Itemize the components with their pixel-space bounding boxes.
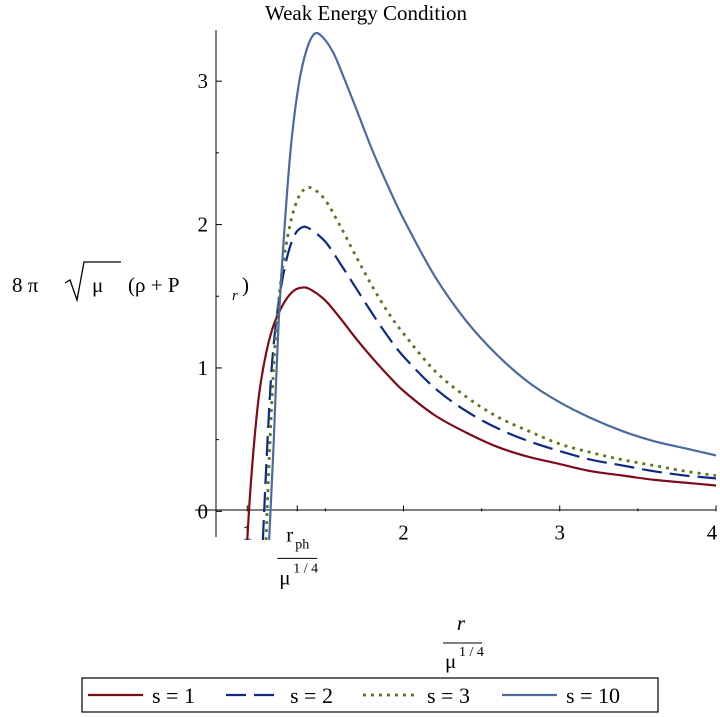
series-line-1 <box>246 286 716 540</box>
series-line-4 <box>268 31 716 540</box>
legend: s = 1 s = 2 s = 3 s = 10 <box>81 677 659 713</box>
y-tick-label: 2 <box>198 213 209 237</box>
special-tick-numerator-sub: ph <box>295 537 309 552</box>
xlabel-denominator-exp: 1 / 4 <box>459 645 484 660</box>
y-tick-label: 0 <box>198 499 209 523</box>
ylabel-radicand: μ <box>92 273 103 297</box>
ylabel-body: (ρ + P <box>128 273 180 297</box>
special-tick-denominator-exp: 1 / 4 <box>293 561 318 576</box>
series-line-2 <box>261 225 716 540</box>
legend-box <box>81 677 659 713</box>
series-line-3 <box>264 185 716 540</box>
legend-label-4: s = 10 <box>566 683 620 708</box>
ylabel-prefix: 8 π <box>12 273 39 297</box>
xlabel-numerator: r <box>457 611 466 635</box>
legend-label-2: s = 2 <box>290 683 333 708</box>
xlabel-denominator-base: μ <box>445 649 456 673</box>
special-tick-group: r phμ 1 / 4 <box>277 505 318 589</box>
axes <box>195 30 716 537</box>
legend-label-3: s = 3 <box>427 683 470 708</box>
chart-title: Weak Energy Condition <box>265 1 468 25</box>
y-tick-label: 3 <box>198 69 209 93</box>
y-axis-label: 8 π μ (ρ + P r ) <box>12 261 249 304</box>
x-tick-label: 2 <box>398 520 409 544</box>
x-tick-label: 3 <box>555 520 566 544</box>
ylabel-close: ) <box>242 273 249 297</box>
sqrt-radical <box>64 261 121 303</box>
legend-label-1: s = 1 <box>152 683 195 708</box>
special-tick-numerator: r <box>286 522 293 546</box>
y-tick-label: 1 <box>198 356 209 380</box>
x-axis-label: r μ 1 / 4 <box>443 611 484 673</box>
curves <box>246 31 716 540</box>
ylabel-subscript: r <box>232 288 238 304</box>
special-tick-denominator: μ <box>279 565 290 589</box>
x-tick-label: 4 <box>707 520 718 544</box>
